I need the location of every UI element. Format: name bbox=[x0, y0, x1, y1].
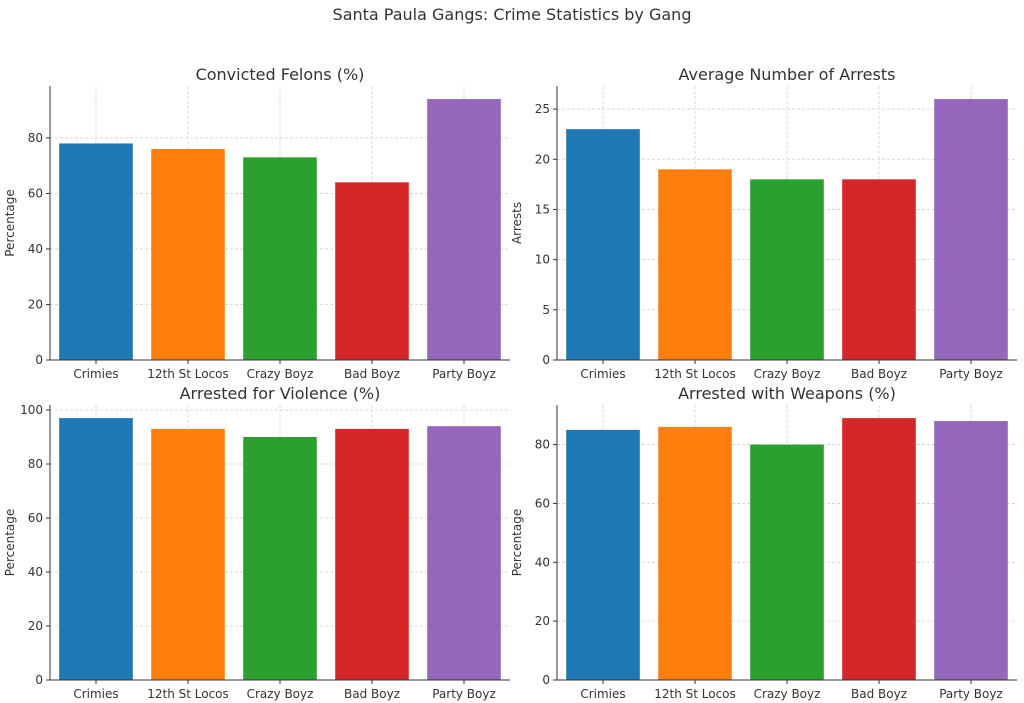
bar bbox=[566, 429, 640, 680]
y-tick-label: 60 bbox=[28, 186, 43, 200]
x-tick-label: Crazy Boyz bbox=[247, 687, 314, 701]
y-tick-label: 20 bbox=[28, 619, 43, 633]
x-tick-label: Party Boyz bbox=[432, 367, 496, 381]
y-axis-label: Percentage bbox=[3, 189, 17, 257]
bar bbox=[934, 99, 1008, 361]
x-tick-label: Party Boyz bbox=[939, 367, 1003, 381]
bar bbox=[427, 426, 501, 680]
x-tick-label: 12th St Locos bbox=[147, 687, 229, 701]
bar bbox=[658, 426, 732, 680]
x-tick-label: Bad Boyz bbox=[344, 687, 400, 701]
y-tick-label: 15 bbox=[535, 202, 550, 216]
panel-title: Arrested with Weapons (%) bbox=[678, 384, 896, 403]
y-tick-label: 40 bbox=[28, 242, 43, 256]
y-tick-label: 60 bbox=[28, 511, 43, 525]
x-tick-label: Crimies bbox=[73, 687, 118, 701]
bar bbox=[335, 428, 409, 680]
bar bbox=[59, 143, 133, 360]
bar bbox=[750, 179, 824, 360]
bar bbox=[566, 129, 640, 360]
x-tick-label: Crazy Boyz bbox=[754, 367, 821, 381]
x-tick-label: Crimies bbox=[580, 687, 625, 701]
x-tick-label: Crazy Boyz bbox=[247, 367, 314, 381]
y-axis-label: Percentage bbox=[3, 509, 17, 577]
y-axis-label: Arrests bbox=[510, 202, 524, 244]
x-tick-label: 12th St Locos bbox=[654, 687, 736, 701]
y-tick-label: 40 bbox=[535, 555, 550, 569]
x-tick-label: Bad Boyz bbox=[851, 687, 907, 701]
x-tick-label: Crimies bbox=[580, 367, 625, 381]
chart-panel-1: 0 20 40 60 80 Crimies 12th St Locos Crazy Boyz B… bbox=[3, 65, 510, 381]
chart-panel-2: 0 5 10 15 20 25 Crimies 12th St Locos Crazy Boyz… bbox=[510, 65, 1017, 381]
chart-panel-3: 0 20 40 60 80 100 Crimies 12th St Locos Crazy Bo… bbox=[3, 384, 510, 701]
bar bbox=[59, 418, 133, 680]
y-tick-label: 80 bbox=[28, 457, 43, 471]
x-tick-label: Party Boyz bbox=[939, 687, 1003, 701]
x-tick-label: 12th St Locos bbox=[147, 367, 229, 381]
panel-title: Arrested for Violence (%) bbox=[180, 384, 381, 403]
y-tick-label: 80 bbox=[28, 131, 43, 145]
x-tick-label: Crimies bbox=[73, 367, 118, 381]
bar bbox=[658, 169, 732, 360]
y-tick-label: 20 bbox=[28, 297, 43, 311]
panel-title: Average Number of Arrests bbox=[679, 65, 896, 84]
x-tick-label: 12th St Locos bbox=[654, 367, 736, 381]
panel-title: Convicted Felons (%) bbox=[196, 65, 365, 84]
bar bbox=[934, 421, 1008, 680]
bar bbox=[243, 436, 317, 680]
bar bbox=[243, 157, 317, 360]
bar bbox=[335, 182, 409, 360]
bar bbox=[151, 428, 225, 680]
y-tick-label: 100 bbox=[20, 403, 43, 417]
bar bbox=[151, 149, 225, 360]
x-tick-label: Bad Boyz bbox=[851, 367, 907, 381]
y-tick-label: 0 bbox=[542, 673, 550, 687]
y-tick-label: 60 bbox=[535, 496, 550, 510]
y-tick-label: 40 bbox=[28, 565, 43, 579]
y-axis-label: Percentage bbox=[510, 509, 524, 577]
x-tick-label: Party Boyz bbox=[432, 687, 496, 701]
y-tick-label: 0 bbox=[35, 353, 43, 367]
y-tick-label: 20 bbox=[535, 614, 550, 628]
figure-title: Santa Paula Gangs: Crime Statistics by G… bbox=[333, 5, 692, 24]
y-tick-label: 5 bbox=[542, 303, 550, 317]
y-tick-label: 10 bbox=[535, 253, 550, 267]
y-tick-label: 80 bbox=[535, 438, 550, 452]
bar bbox=[427, 99, 501, 361]
y-tick-label: 0 bbox=[542, 353, 550, 367]
y-tick-label: 25 bbox=[535, 102, 550, 116]
chart-panel-4: 0 20 40 60 80 Crimies 12th St Locos Crazy Boyz B… bbox=[510, 384, 1017, 701]
x-tick-label: Crazy Boyz bbox=[754, 687, 821, 701]
bar bbox=[750, 444, 824, 680]
bar bbox=[842, 418, 916, 680]
y-tick-label: 0 bbox=[35, 673, 43, 687]
x-tick-label: Bad Boyz bbox=[344, 367, 400, 381]
bar bbox=[842, 179, 916, 360]
y-tick-label: 20 bbox=[535, 152, 550, 166]
